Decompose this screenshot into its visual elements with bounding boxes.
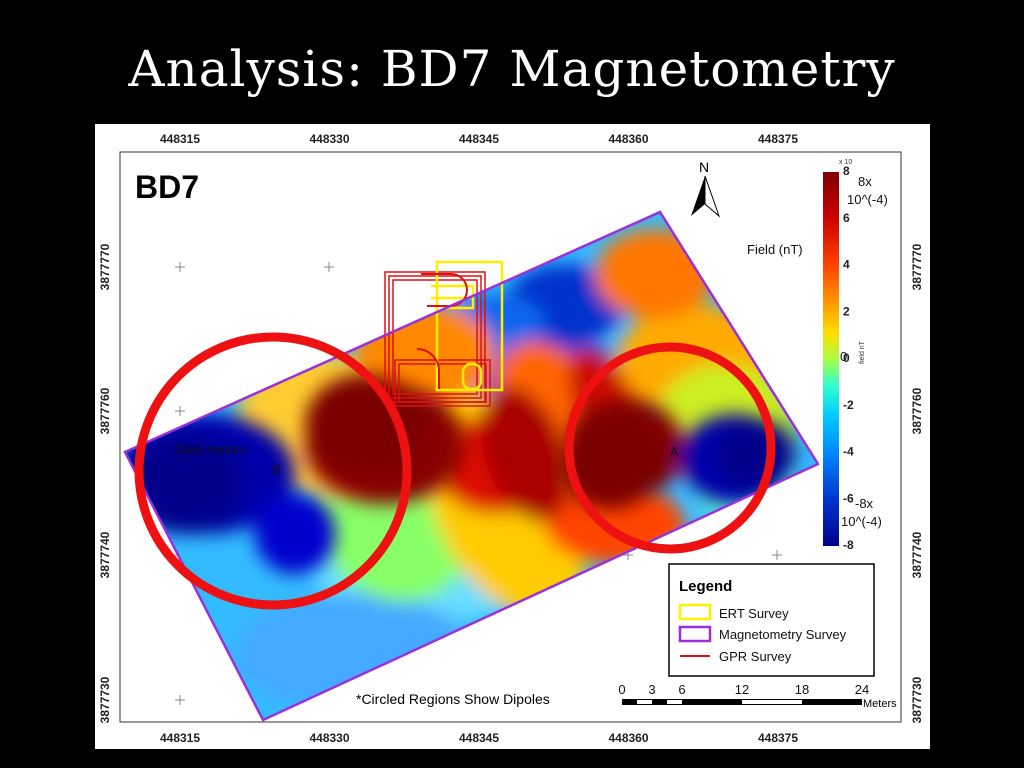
scale-bar: 0 3 6 12 18 24 Meters bbox=[618, 682, 897, 710]
x-tick-label-top: 448330 bbox=[309, 132, 349, 146]
legend-item-gpr: GPR Survey bbox=[719, 649, 792, 664]
x-tick-label-bottom: 448360 bbox=[608, 731, 648, 745]
y-tick-label-right: 3877770 bbox=[910, 243, 924, 290]
colorbar-tick-label: 0 bbox=[843, 351, 850, 365]
colorbar-tick-label: 4 bbox=[843, 258, 850, 272]
magnetometry-survey-outline bbox=[123, 210, 820, 722]
map-svg: Ohm meters B A BD7 N Field (nT) x 10 8 6 4… bbox=[98, 132, 924, 745]
x-tick-label-top: 448345 bbox=[459, 132, 499, 146]
y-tick-label-right: 3877760 bbox=[910, 387, 924, 434]
gpr-survey-outline bbox=[384, 271, 491, 407]
y-axis-ticks-left: 3877770 3877760 3877740 3877730 bbox=[98, 243, 112, 723]
colorbar-axis-title: field nT bbox=[859, 340, 866, 364]
x-tick-label-top: 448375 bbox=[758, 132, 798, 146]
x-tick-label-top: 448315 bbox=[160, 132, 200, 146]
x-axis-ticks-top: 448315 448330 448345 448360 448375 bbox=[160, 132, 798, 146]
colorbar-tick-label: -8 bbox=[843, 538, 854, 552]
magnetometry-map: Ohm meters B A BD7 N Field (nT) x 10 8 6 4… bbox=[95, 124, 930, 749]
scale-bar-tick-label: 3 bbox=[648, 682, 655, 697]
legend-swatch-magnetometry bbox=[678, 625, 712, 643]
y-tick-label-left: 3877770 bbox=[98, 243, 112, 290]
colorbar-ticks: 8 6 4 2 0 -2 -4 -6 -8 bbox=[843, 164, 854, 552]
dipole-note: *Circled Regions Show Dipoles bbox=[356, 691, 550, 707]
y-tick-label-left: 3877740 bbox=[98, 531, 112, 578]
legend-title: Legend bbox=[679, 578, 732, 595]
colorbar: x 10 8 6 4 2 0 -2 -4 -6 -8 field nT 8x 10^(-4) 0… bbox=[823, 159, 888, 552]
slide-title: Analysis: BD7 Magnetometry bbox=[128, 40, 896, 98]
x-tick-label-bottom: 448375 bbox=[758, 731, 798, 745]
note-background bbox=[352, 686, 604, 710]
scale-bar-ticks: 0 3 6 12 18 24 bbox=[618, 682, 869, 697]
colorbar-tick-label: 8 bbox=[843, 164, 850, 178]
gpr-survey-lines bbox=[416, 273, 468, 389]
scale-bar-tick-label: 18 bbox=[795, 682, 809, 697]
y-tick-label-right: 3877730 bbox=[910, 676, 924, 723]
x-tick-label-bottom: 448330 bbox=[309, 731, 349, 745]
dipole-circle-a bbox=[564, 342, 776, 554]
colorbar-tick-label: -2 bbox=[843, 398, 854, 412]
scale-bar-tick-label: 0 bbox=[618, 682, 625, 697]
y-tick-label-left: 3877730 bbox=[98, 676, 112, 723]
north-label: N bbox=[699, 159, 709, 175]
colorbar-max-line1: 8x bbox=[858, 174, 872, 189]
legend-swatch-ert bbox=[678, 603, 712, 621]
dipole-circle-b bbox=[134, 332, 412, 610]
scale-bar-tick-label: 6 bbox=[678, 682, 685, 697]
legend-item-magnetometry: Magnetometry Survey bbox=[719, 627, 847, 642]
colorbar-min-line2: 10^(-4) bbox=[841, 514, 882, 529]
x-axis-ticks-bottom: 448315 448330 448345 448360 448375 bbox=[160, 731, 798, 745]
y-axis-ticks-right: 3877770 3877760 3877740 3877730 bbox=[910, 243, 924, 723]
scale-bar-tick-label: 24 bbox=[855, 682, 869, 697]
ohm-meters-label: Ohm meters bbox=[175, 442, 247, 457]
legend-item-ert: ERT Survey bbox=[719, 606, 789, 621]
dipole-label-a: A bbox=[670, 444, 679, 459]
colorbar-tick-label: 2 bbox=[843, 304, 850, 318]
colorbar-min-line1: -8x bbox=[855, 496, 874, 511]
y-tick-label-left: 3877760 bbox=[98, 387, 112, 434]
x-tick-label-top: 448360 bbox=[608, 132, 648, 146]
colorbar-exponent: x 10 bbox=[839, 159, 852, 166]
colorbar-tick-label: -4 bbox=[843, 445, 854, 459]
colorbar-zero-label: 0 bbox=[840, 349, 847, 364]
colorbar-max-line2: 10^(-4) bbox=[847, 192, 888, 207]
colorbar-ramp bbox=[823, 172, 839, 546]
y-tick-label-right: 3877740 bbox=[910, 531, 924, 578]
colorbar-tick-label: 6 bbox=[843, 211, 850, 225]
north-arrow-icon: N bbox=[691, 159, 721, 218]
panel-label: BD7 bbox=[135, 169, 199, 205]
field-label: Field (nT) bbox=[747, 242, 803, 257]
colorbar-tick-label: -6 bbox=[843, 491, 854, 505]
x-tick-label-bottom: 448315 bbox=[160, 731, 200, 745]
x-tick-label-bottom: 448345 bbox=[459, 731, 499, 745]
scale-bar-unit: Meters bbox=[863, 698, 897, 710]
scale-bar-tick-label: 12 bbox=[735, 682, 749, 697]
legend: Legend ERT Survey Magnetometry Survey GP… bbox=[668, 563, 875, 677]
dipole-label-b: B bbox=[272, 462, 281, 477]
